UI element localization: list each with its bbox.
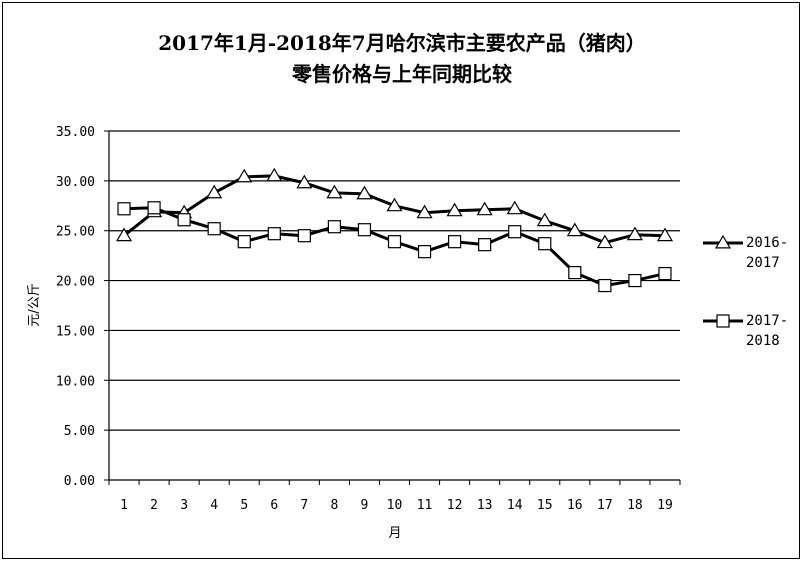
legend-label-line2: 2018 (746, 333, 780, 349)
data-point (508, 225, 522, 239)
x-tick-label: 14 (507, 498, 523, 513)
y-tick-label: 5.00 (64, 424, 95, 439)
data-point (448, 235, 462, 249)
x-tick-label: 2 (150, 498, 158, 513)
data-point (596, 234, 613, 249)
y-tick-label: 20.00 (56, 275, 95, 290)
legend-marker (716, 314, 730, 328)
data-point (478, 238, 492, 252)
data-point (626, 226, 643, 241)
data-point (598, 278, 612, 293)
grid-lines (109, 130, 680, 431)
x-tick-label: 17 (597, 498, 613, 513)
data-point (237, 235, 251, 249)
data-point (356, 185, 373, 200)
x-tick-label: 1 (120, 498, 128, 513)
data-point (207, 222, 221, 236)
data-point (267, 227, 281, 241)
data-point (566, 222, 583, 237)
data-point (147, 201, 161, 215)
data-point (417, 245, 432, 259)
y-tick-label: 15.00 (56, 324, 95, 339)
x-tick-label: 7 (300, 498, 308, 513)
data-point (297, 229, 311, 243)
y-tick-label: 0.00 (64, 474, 95, 489)
x-tick-label: 15 (537, 498, 553, 513)
x-tick-label: 10 (387, 498, 403, 513)
data-point (536, 212, 553, 227)
data-point (327, 220, 341, 234)
y-tick-label: 30.00 (56, 175, 95, 190)
data-point (538, 237, 552, 251)
legend-label-line1: 2017- (746, 313, 788, 329)
data-point (357, 223, 372, 237)
legend-label-line2: 2017 (746, 255, 780, 271)
data-point (296, 174, 313, 189)
legend-item: 2017- 2018 (703, 313, 788, 349)
x-tick-label: 8 (330, 498, 338, 513)
y-tick-label: 35.00 (56, 125, 95, 140)
data-point (387, 235, 402, 249)
y-tick-label: 10.00 (56, 374, 95, 389)
data-point (656, 227, 674, 242)
x-tick-label: 6 (270, 498, 278, 513)
data-point (628, 273, 642, 288)
chart-title-line1: 2017年1月-2018年7月哈尔滨市主要农产品（猪肉） (158, 31, 646, 55)
x-tick-label: 16 (567, 498, 583, 513)
data-point (326, 184, 343, 199)
x-tick-label: 9 (361, 498, 369, 513)
x-tick-label: 12 (447, 498, 463, 513)
x-tick-label: 19 (657, 498, 673, 513)
series-2017-2018 (117, 201, 672, 293)
data-point (506, 200, 523, 215)
legend-label-line1: 2016- (746, 235, 788, 251)
x-axis-label: 月 (388, 526, 401, 541)
data-point (416, 204, 433, 219)
legend-item: 2016- 2017 (703, 234, 788, 271)
axes (104, 130, 681, 485)
x-tick-label: 13 (477, 498, 493, 513)
data-point (236, 168, 253, 183)
x-tick-label: 5 (240, 498, 248, 513)
data-point (386, 197, 403, 212)
legend: 2016- 2017 2017- 2018 (703, 234, 788, 349)
data-point (476, 201, 493, 216)
data-point (115, 227, 133, 242)
y-tick-labels: 0.00 5.00 10.00 15.00 20.00 25.00 30.00 35.00 (56, 125, 95, 489)
data-point (177, 213, 191, 227)
data-point (266, 167, 283, 182)
x-tick-label: 18 (627, 498, 643, 513)
legend-marker (714, 234, 732, 249)
data-point (658, 266, 672, 281)
y-axis-label: 元/公斤 (27, 283, 42, 326)
chart-title-line2: 零售价格与上年同期比较 (292, 62, 512, 86)
x-tick-labels: 1 2 3 4 5 6 7 8 9 10 11 12 13 14 15 16 17 18 19 (120, 498, 673, 513)
data-point (206, 184, 223, 199)
data-point (568, 265, 582, 280)
x-tick-label: 3 (180, 498, 188, 513)
series-group (115, 167, 674, 293)
x-tick-label: 4 (210, 498, 218, 513)
data-point (446, 202, 463, 217)
x-tick-label: 11 (417, 498, 433, 513)
data-point (117, 202, 131, 216)
y-tick-label: 25.00 (56, 225, 95, 240)
